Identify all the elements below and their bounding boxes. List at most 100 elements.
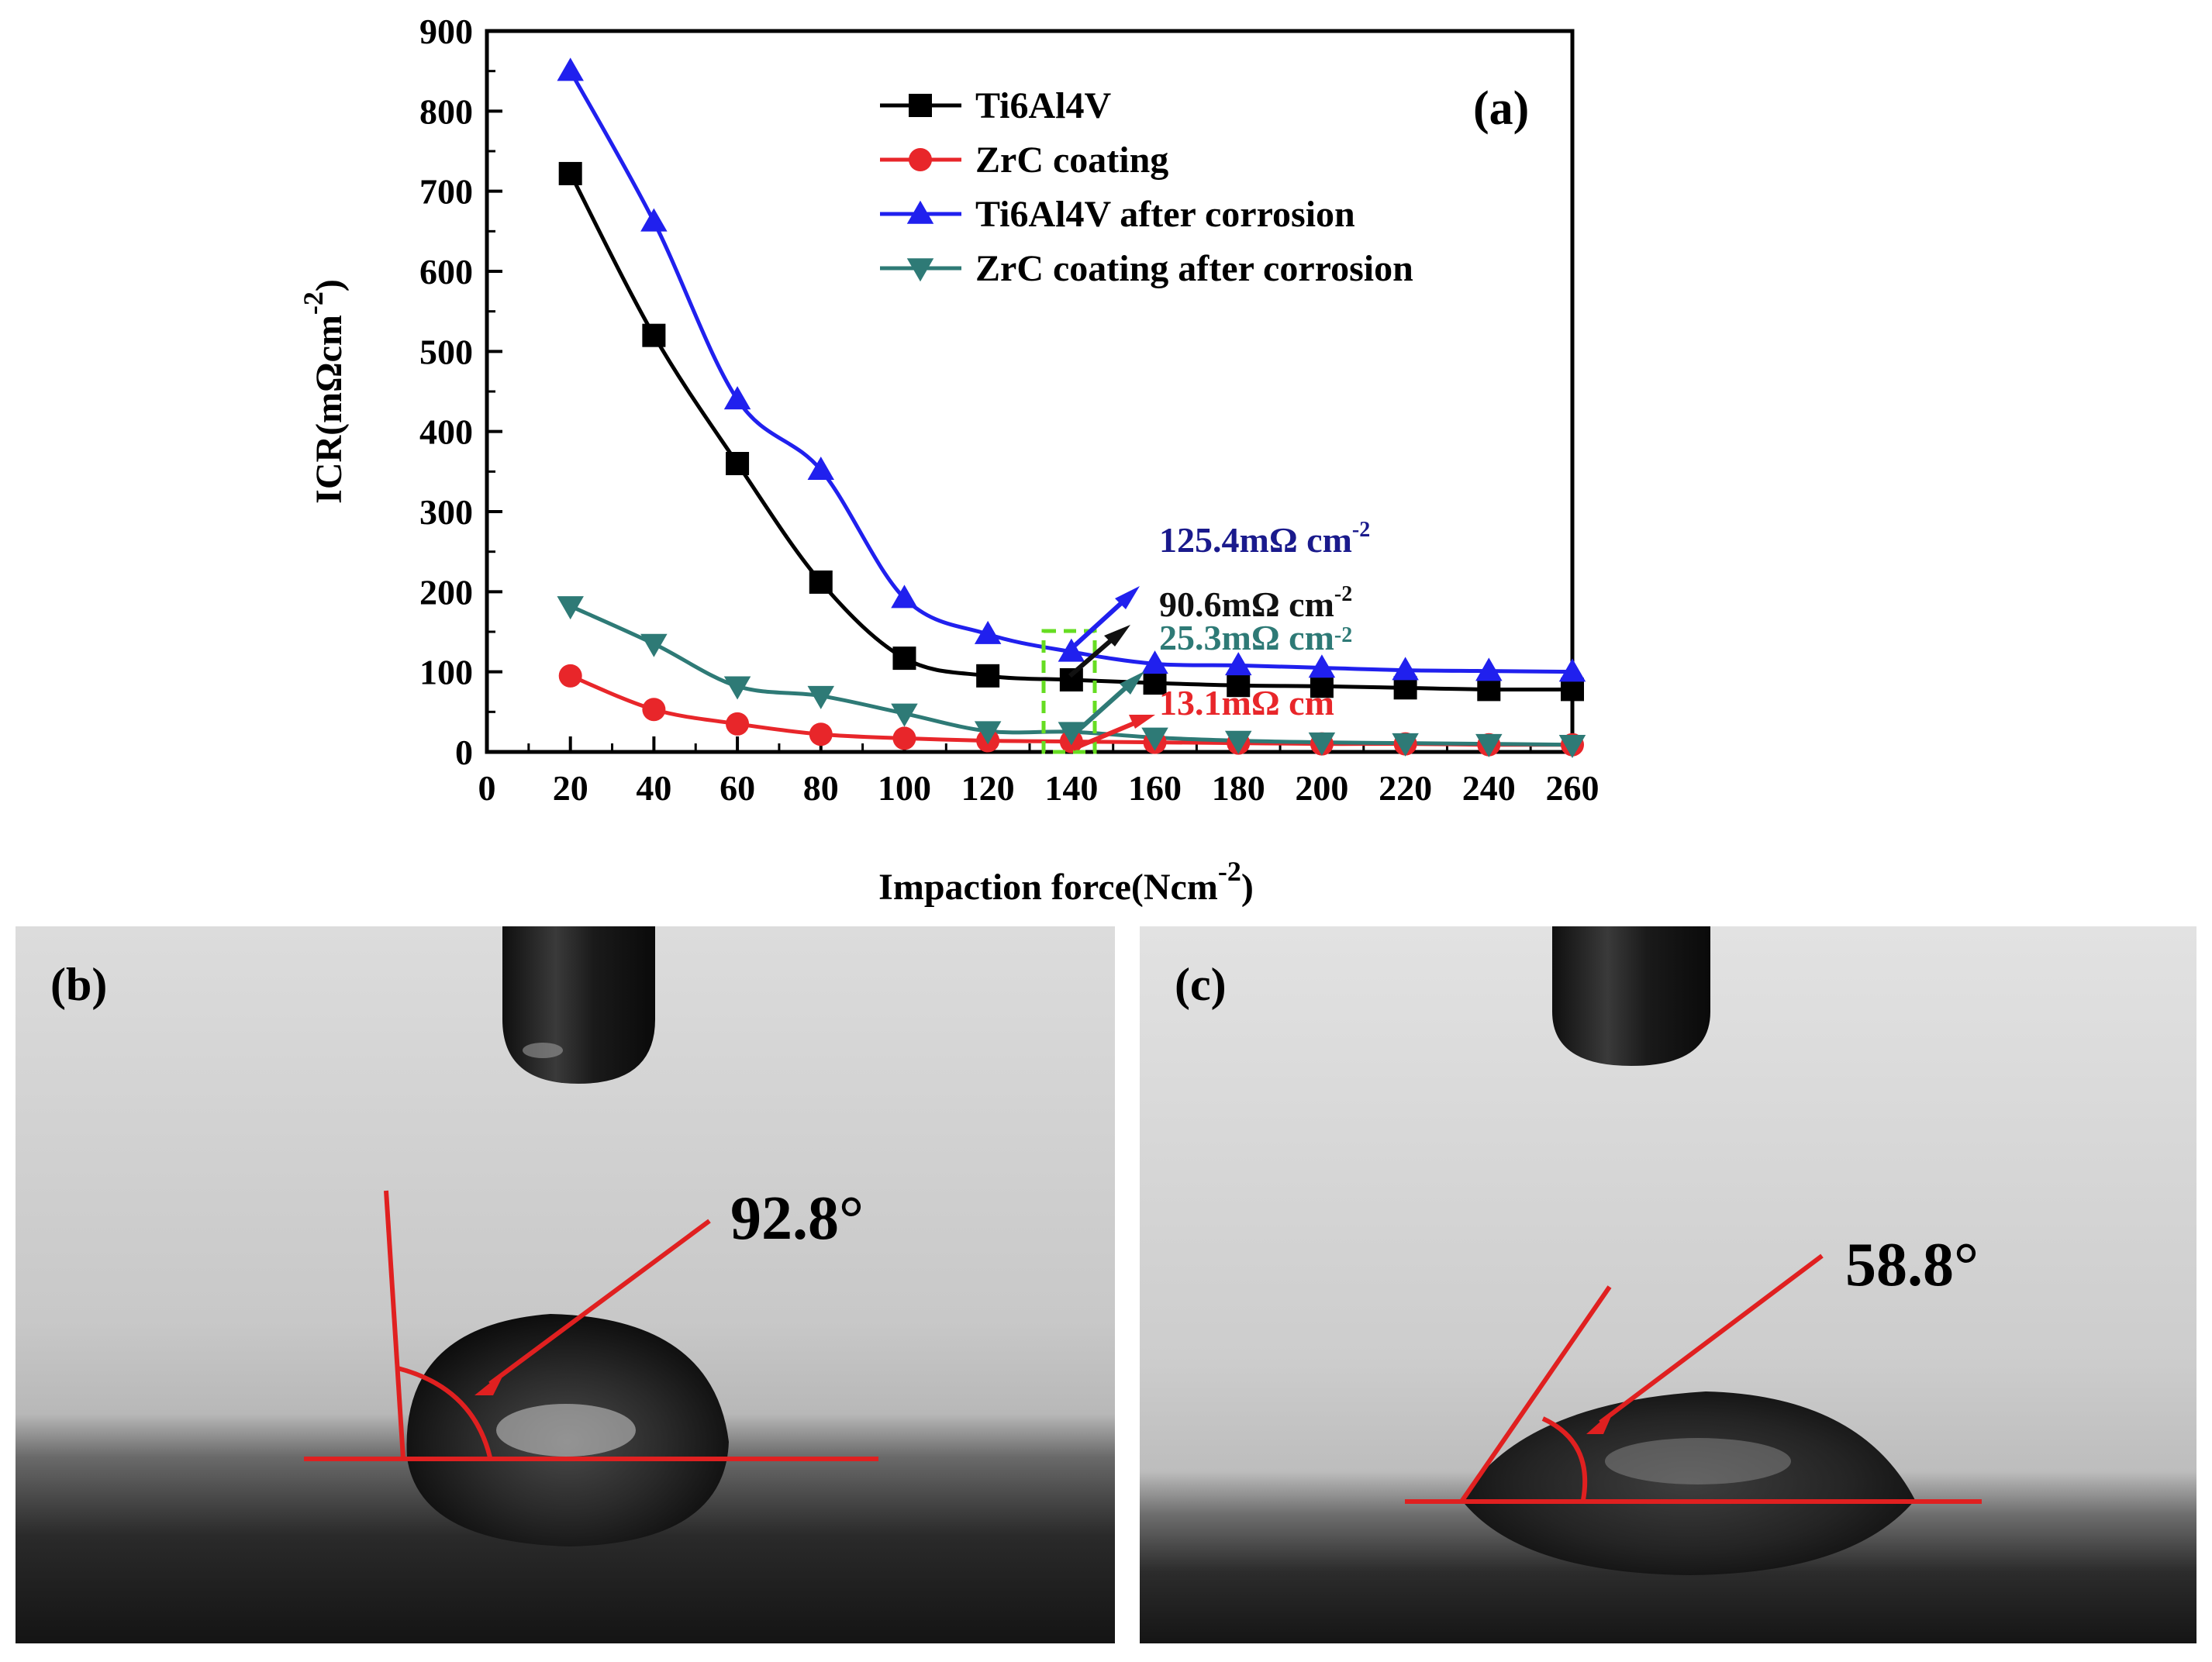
data-point-series-0 [558,161,582,185]
y-tick-label: 600 [419,252,473,291]
angle-label-b: 92.8° [730,1184,864,1253]
data-point-series-1 [558,664,582,688]
y-tick-label: 0 [455,733,473,772]
data-point-series-0 [726,452,750,475]
legend-marker-3 [906,258,934,282]
pointer-b-head [474,1371,512,1395]
arrow-zrc-after-corrosion [1069,680,1134,739]
data-point-series-0 [976,664,1000,688]
data-point-series-0 [642,323,666,347]
arrow-ti-after-corrosion [1065,595,1130,655]
x-tick-label: 240 [1462,768,1516,808]
arrowhead-ti-after-corrosion [1115,586,1140,609]
x-tick-label: 220 [1379,768,1432,808]
data-point-series-0 [1310,674,1334,698]
y-axis-label: ICR(mΩcm-2) [298,279,350,504]
data-point-series-2 [557,57,584,81]
legend: Ti6Al4V ZrC coating Ti6Al4V after corrosio… [880,85,1413,289]
angle-lines-c [1405,1253,1982,1504]
x-tick-label: 200 [1295,768,1348,808]
x-tick-label: 80 [803,768,839,808]
pointer-c-head [1586,1409,1622,1434]
data-point-series-3 [1392,733,1419,757]
pointer-c [1599,1253,1824,1425]
legend-marker-0 [909,94,932,117]
legend-label-2: Ti6Al4V after corrosion [975,194,1355,235]
photo-panel-c: 58.8° (c) [1140,926,2196,1643]
highlight-box [1041,629,1097,754]
pointer-b [488,1219,711,1386]
y-tick-label: 400 [419,412,473,452]
tangent-b [384,1190,405,1460]
needle-b [502,926,655,1084]
panel-label-a: (a) [1473,82,1529,135]
data-point-series-1 [642,698,666,722]
annotation-ti-after-corrosion: 125.4mΩ cm-2 [1159,518,1370,560]
angle-lines-b [304,1190,878,1461]
x-tick-label: 40 [636,768,671,808]
x-tick-labels: 0 20 40 60 80 100 120 140 160 180 200 220 240 260 [478,768,1599,808]
data-point-series-2 [1224,652,1252,676]
y-tick-label: 900 [419,12,473,51]
y-tick-label: 300 [419,492,473,532]
data-point-series-2 [891,584,918,609]
y-tick-labels: 0 100 200 300 400 500 600 700 800 900 [419,12,473,772]
droplet-b-highlight [496,1404,636,1457]
angle-label-c: 58.8° [1845,1231,1979,1299]
data-point-series-2 [1392,657,1419,681]
x-axis-label: Impaction force(Ncm-2) [878,856,1254,908]
data-point-series-3 [1558,734,1586,758]
needle-b-glint [523,1043,563,1058]
data-point-series-0 [892,647,916,671]
angle-arc-c [1541,1416,1588,1501]
angle-arc-b [397,1366,492,1458]
data-point-series-3 [807,685,835,709]
data-point-series-3 [723,676,751,700]
legend-label-1: ZrC coating [975,140,1168,181]
legend-marker-2 [906,200,934,224]
data-point-series-2 [1558,658,1586,682]
tangent-c [1459,1285,1612,1503]
data-point-series-2 [1141,650,1168,674]
data-point-series-0 [1477,678,1501,702]
x-tick-label: 60 [720,768,755,808]
panel-label-c: (c) [1175,959,1227,1010]
arrowhead-zrc-after-corrosion [1120,671,1144,695]
y-tick-label: 100 [419,653,473,692]
y-tick-label: 700 [419,172,473,212]
x-tick-label: 260 [1546,768,1599,808]
x-tick-label: 100 [878,768,931,808]
x-tick-label: 160 [1128,768,1182,808]
data-point-series-3 [1141,727,1168,751]
droplet-c-highlight [1605,1438,1791,1484]
data-point-series-3 [1224,730,1252,754]
annotation-zrc-after-corrosion: 25.3mΩ cm-2 [1159,618,1352,657]
data-point-series-2 [640,208,668,232]
data-point-series-1 [726,712,750,736]
legend-marker-1 [909,148,932,171]
photo-panel-b: 92.8° (b) [16,926,1115,1643]
data-point-series-2 [723,386,751,410]
data-point-series-0 [809,570,833,594]
series-markers [557,57,1586,758]
y-tick-label: 200 [419,572,473,612]
data-point-series-3 [1308,732,1336,756]
series-line-2 [568,70,1573,674]
annotation-arrows [1065,586,1155,751]
arrowhead-zrc [1129,715,1155,729]
legend-label-0: Ti6Al4V [975,85,1111,126]
y-tick-label: 500 [419,332,473,371]
data-point-series-3 [640,633,668,657]
data-point-series-1 [809,722,833,747]
arrowhead-ti [1104,625,1130,647]
needle-c [1552,926,1710,1066]
data-point-series-1 [892,726,916,750]
x-tick-label: 0 [478,768,496,808]
data-point-series-0 [1143,671,1167,695]
data-point-series-2 [807,457,835,481]
data-point-series-0 [1227,674,1251,698]
data-point-series-3 [891,703,918,727]
annotation-zrc: 13.1mΩ cm [1159,683,1334,722]
data-point-series-3 [974,721,1002,745]
